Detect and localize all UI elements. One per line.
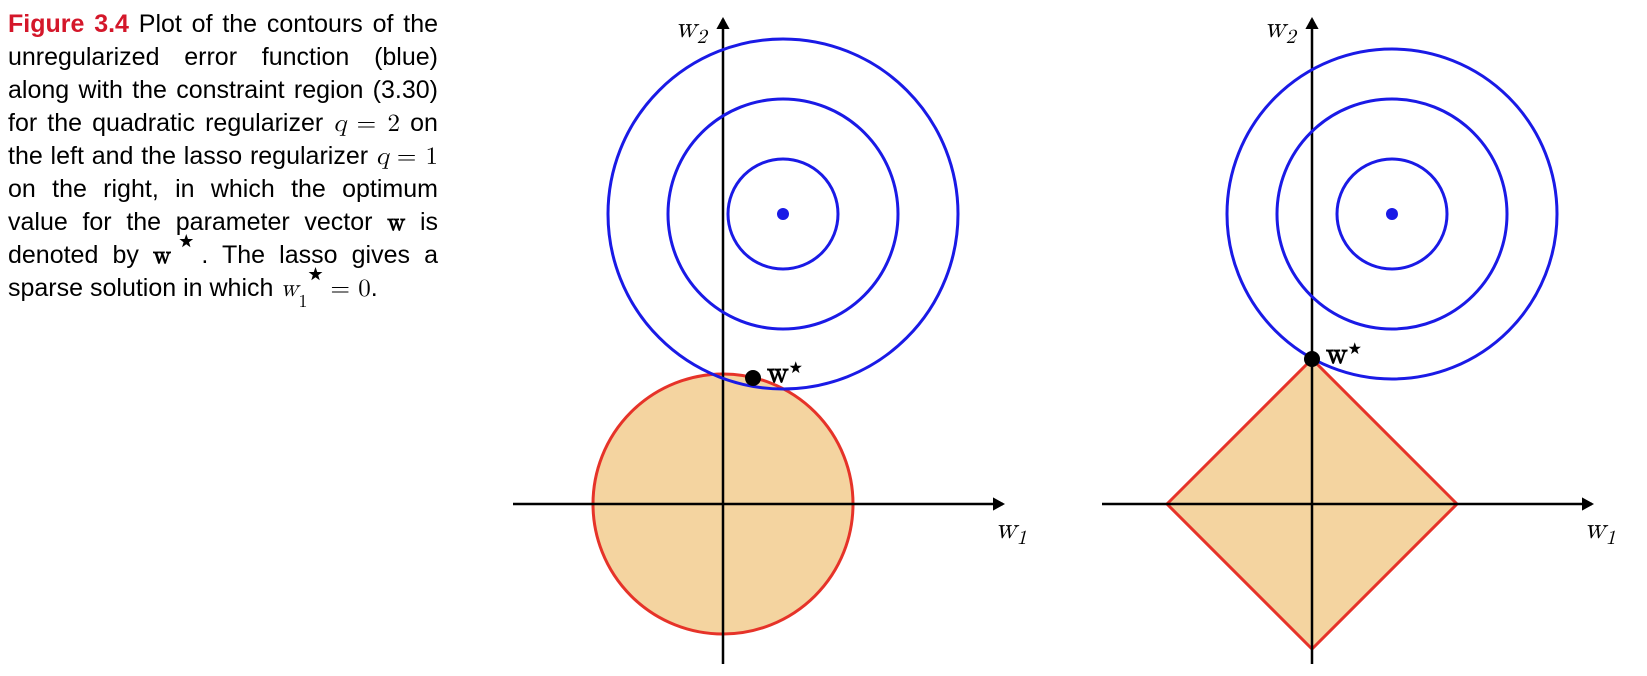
figure-page: Figure 3.4 Plot of the contours of the u… (0, 0, 1647, 676)
figure-caption: Figure 3.4 Plot of the contours of the u… (0, 0, 458, 305)
svg-text:w★: w★ (767, 358, 803, 388)
plots-row: w1 w2 w★ w1 w2 w★ (458, 0, 1637, 669)
svg-text:w1: w1 (1584, 514, 1616, 548)
plot-right: w1 w2 w★ (1062, 4, 1622, 669)
svg-text:w1: w1 (995, 514, 1027, 548)
plot-right-svg: w1 w2 w★ (1062, 4, 1622, 664)
figure-caption-text: Plot of the contours of the unregularize… (8, 10, 438, 302)
plot-left-svg: w1 w2 w★ (473, 4, 1033, 664)
svg-text:w2: w2 (1264, 13, 1298, 47)
plot-left: w1 w2 w★ (473, 4, 1033, 669)
svg-text:w★: w★ (1326, 339, 1362, 369)
svg-text:w2: w2 (675, 13, 709, 47)
figure-label: Figure 3.4 (8, 10, 129, 38)
